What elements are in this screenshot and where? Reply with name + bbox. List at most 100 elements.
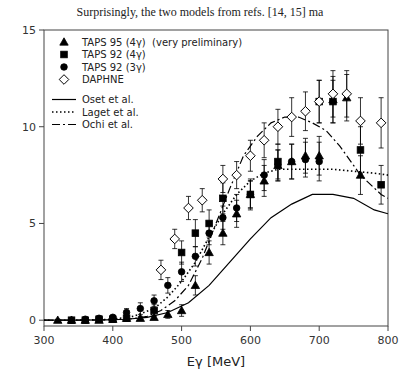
- data-point: [288, 158, 295, 165]
- error-bar: [138, 303, 143, 315]
- chart: Surprisingly, the two models from refs. …: [0, 0, 400, 380]
- series-line: [44, 117, 388, 320]
- series-points: [68, 142, 322, 323]
- legend-label: Laget et al.: [82, 107, 139, 118]
- x-tick: [319, 326, 320, 331]
- error-bar: [289, 144, 294, 179]
- x-tick-label: 300: [34, 334, 55, 347]
- error-bar: [275, 150, 280, 181]
- data-point: [178, 269, 185, 276]
- x-tick: [388, 326, 389, 331]
- error-bar: [234, 194, 239, 221]
- data-point: [68, 317, 75, 324]
- error-bar: [193, 220, 198, 247]
- data-point: [136, 314, 144, 321]
- data-point: [68, 317, 75, 324]
- data-point: [287, 112, 297, 122]
- page: {"chart_data": {"type": "scatter", "titl…: [0, 0, 400, 380]
- y-tick: [39, 30, 44, 31]
- data-point: [275, 162, 282, 169]
- data-point: [191, 281, 199, 288]
- error-bar: [317, 142, 322, 181]
- legend-label: TAPS 92 (3γ): [81, 62, 146, 73]
- data-point: [178, 249, 185, 256]
- series-line: [44, 194, 388, 320]
- data-point: [356, 116, 366, 126]
- data-point: [376, 118, 386, 128]
- data-point: [314, 97, 324, 107]
- data-point: [287, 157, 295, 164]
- error-bar: [124, 309, 129, 317]
- data-point: [219, 229, 227, 236]
- data-point: [192, 253, 199, 260]
- error-bar: [248, 181, 253, 208]
- legend-handle: [52, 111, 76, 113]
- legend-handle: [61, 64, 68, 71]
- plot-area: [44, 71, 388, 324]
- data-point: [220, 214, 227, 221]
- x-tick: [181, 326, 182, 331]
- error-bar: [248, 181, 253, 208]
- y-tick: [39, 126, 44, 127]
- x-tick-label: 600: [240, 334, 261, 347]
- y-tick: [39, 223, 44, 224]
- series-points: [156, 71, 386, 280]
- x-tick: [250, 326, 251, 331]
- legend-label: DAPHNE: [82, 74, 124, 85]
- x-tick-label: 700: [309, 334, 330, 347]
- data-point: [192, 230, 199, 237]
- legend-label: TAPS 92 (4γ): [81, 49, 146, 60]
- data-point: [96, 316, 103, 323]
- title: Surprisingly, the two models from refs. …: [77, 5, 325, 19]
- plot-frame: [44, 30, 388, 326]
- error-bar: [193, 247, 198, 266]
- data-point: [156, 265, 166, 275]
- data-point: [233, 205, 240, 212]
- data-point: [301, 106, 311, 116]
- y-tick-label: 10: [22, 121, 36, 134]
- data-point: [165, 282, 172, 289]
- data-point: [197, 195, 207, 205]
- data-point: [82, 317, 89, 324]
- x-axis-label: Eγ [MeV]: [187, 354, 245, 369]
- data-point: [206, 230, 213, 237]
- data-point: [81, 316, 89, 323]
- data-point: [302, 156, 309, 163]
- legend: TAPS 95 (4γ) (very preliminary)TAPS 92 (…: [52, 37, 242, 131]
- data-point: [96, 315, 103, 322]
- data-point: [273, 122, 283, 132]
- data-point: [220, 195, 227, 202]
- legend-handle: [52, 124, 76, 125]
- x-tick: [44, 326, 45, 331]
- series-line: [44, 169, 388, 320]
- data-point: [218, 174, 228, 184]
- legend-handle: [61, 51, 68, 58]
- error-bar: [303, 142, 308, 177]
- data-point: [205, 248, 213, 255]
- y-tick-label: 5: [29, 217, 36, 230]
- legend-handle: [52, 99, 76, 100]
- data-point: [164, 310, 172, 317]
- legend-label: Ochi et al.: [82, 119, 133, 130]
- data-point: [177, 306, 185, 313]
- y-tick: [39, 320, 44, 321]
- legend-handle: [60, 38, 68, 45]
- error-bar: [179, 262, 184, 281]
- data-point: [184, 203, 194, 213]
- x-tick-label: 500: [171, 334, 192, 347]
- data-point: [342, 89, 352, 99]
- legend-label: Oset et al.: [82, 94, 134, 105]
- y-tick-label: 15: [22, 24, 36, 37]
- error-bar: [152, 295, 157, 307]
- data-point: [259, 135, 269, 145]
- data-point: [357, 147, 364, 154]
- series-points: [68, 80, 384, 323]
- data-point: [378, 181, 385, 188]
- data-point: [54, 316, 62, 323]
- error-bar: [220, 206, 225, 229]
- data-point: [328, 89, 338, 99]
- data-point: [151, 307, 158, 314]
- data-point: [123, 309, 130, 316]
- error-bar: [179, 241, 184, 264]
- error-bar: [165, 278, 170, 293]
